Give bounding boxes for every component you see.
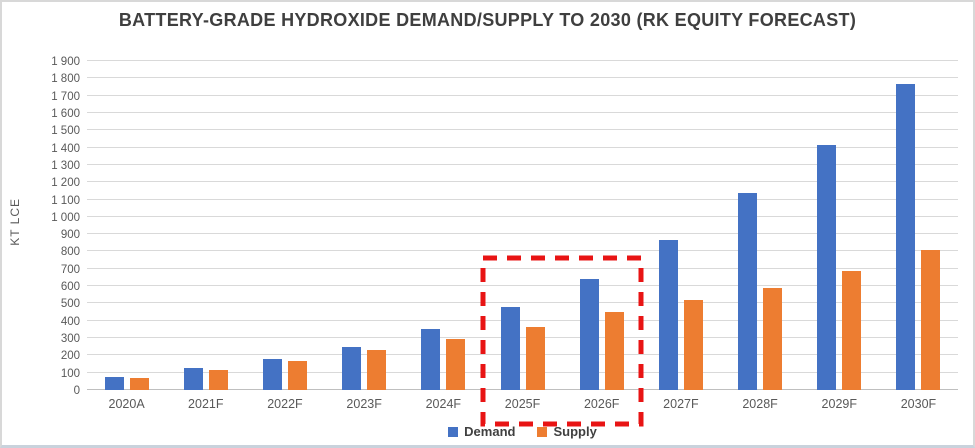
legend: Demand Supply	[87, 424, 958, 439]
bar-group-2027f	[641, 61, 720, 390]
bar-group-2023f	[325, 61, 404, 390]
bar-demand-2026f	[579, 279, 599, 390]
y-axis-tick-label: 1 700	[51, 90, 80, 103]
gridline	[87, 181, 958, 183]
y-axis-tick-label: 900	[60, 229, 80, 242]
y-axis-tick-label: 500	[60, 298, 80, 311]
bar-supply-2026f	[604, 312, 624, 390]
bar-group-2020a	[87, 61, 166, 390]
x-axis-label-2029f: 2029F	[821, 397, 857, 411]
bar-demand-2025f	[500, 306, 520, 390]
y-axis-tick-label: 1 300	[51, 159, 80, 172]
bar-demand-2024f	[421, 329, 441, 390]
y-axis-tick-label: 0	[73, 385, 80, 397]
legend-item-demand: Demand	[448, 424, 515, 439]
legend-label: Demand	[464, 424, 516, 439]
gridline	[87, 60, 958, 61]
bar-group-2028f	[721, 61, 800, 390]
bar-group-2021f	[166, 61, 245, 390]
bar-demand-2027f	[658, 240, 678, 390]
x-axis-label-2024f: 2024F	[425, 397, 462, 411]
gridline	[87, 163, 958, 165]
x-axis-label-2022f: 2022F	[267, 397, 303, 411]
gridline	[87, 94, 958, 96]
bar-group-2026f	[562, 61, 641, 390]
bar-demand-2020a	[104, 377, 124, 390]
bar-supply-2025f	[525, 326, 545, 390]
x-axis-label-2021f: 2021F	[188, 397, 224, 411]
bar-demand-2021f	[183, 368, 203, 390]
x-axis-label-2027f: 2027F	[663, 397, 699, 411]
gridline	[87, 250, 958, 252]
y-axis-tick-label: 800	[60, 246, 80, 259]
bar-demand-2029f	[817, 144, 837, 390]
y-axis-tick-label: 300	[60, 333, 80, 346]
y-axis-tick-label: 400	[60, 315, 80, 328]
gridline	[87, 233, 958, 235]
gridline	[87, 129, 958, 131]
y-axis-tick-label: 1 500	[51, 125, 80, 138]
y-axis-tick-label: 1 000	[51, 211, 80, 224]
x-axis-labels: 2020A 2021F 2022F 2023F 2024F 2025F 2026F 2027F…	[87, 397, 958, 411]
gridline	[87, 215, 958, 217]
gridline	[87, 146, 958, 148]
bar-group-2022f	[245, 61, 324, 390]
y-axis-tick-label: 1 200	[51, 177, 80, 190]
x-axis-label-2028f: 2028F	[742, 397, 778, 411]
gridline	[87, 111, 958, 113]
bar-group-2025f	[483, 61, 562, 390]
gridline	[87, 77, 958, 79]
legend-swatch-supply	[537, 426, 548, 437]
bar-supply-2027f	[683, 299, 703, 390]
y-axis-tick-label: 1 600	[51, 107, 80, 120]
y-axis-tick-label: 100	[60, 367, 80, 380]
x-axis-label-2030f: 2030F	[900, 397, 937, 411]
bar-supply-2030f	[921, 249, 941, 390]
legend-item-supply: Supply	[537, 424, 597, 439]
bar-group-2024f	[404, 61, 483, 390]
bar-supply-2020a	[129, 377, 149, 390]
y-axis-tick-label: 1 100	[51, 194, 80, 207]
chart-title: BATTERY-GRADE HYDROXIDE DEMAND/SUPPLY TO…	[118, 10, 857, 30]
y-axis-tick-labels: 0 100 200 300 400 500 600 700 800 900 1 000 1 100 1 …	[2, 56, 80, 397]
y-axis-tick-label: 600	[60, 281, 80, 294]
bar-supply-2021f	[208, 370, 228, 390]
y-axis-tick-label: 1 800	[51, 73, 80, 86]
bar-demand-2030f	[896, 83, 916, 390]
y-axis-tick-label: 700	[60, 263, 80, 276]
bar-supply-2022f	[287, 360, 307, 390]
bar-supply-2029f	[842, 270, 862, 390]
bar-supply-2024f	[446, 338, 466, 390]
x-axis-label-2023f: 2023F	[346, 397, 382, 411]
x-axis-label-2026f: 2026F	[583, 397, 620, 411]
y-axis-tick-label: 1 400	[51, 142, 80, 155]
bar-supply-2023f	[367, 350, 387, 390]
bar-demand-2022f	[262, 358, 282, 390]
y-axis-tick-label: 200	[60, 350, 80, 363]
bar-group-2029f	[800, 61, 879, 390]
bar-group-2030f	[879, 61, 958, 390]
legend-swatch-demand	[448, 426, 459, 437]
x-axis-label-2025f: 2025F	[504, 397, 541, 411]
plot-area	[87, 60, 958, 390]
x-axis-label-2020a: 2020A	[108, 397, 145, 411]
bar-demand-2023f	[342, 346, 362, 390]
bar-demand-2028f	[738, 192, 758, 390]
bars-layer	[87, 61, 958, 390]
legend-label: Supply	[553, 424, 597, 439]
y-axis-tick-label: 1 900	[51, 56, 80, 68]
bar-supply-2028f	[763, 287, 783, 390]
gridline	[87, 198, 958, 200]
